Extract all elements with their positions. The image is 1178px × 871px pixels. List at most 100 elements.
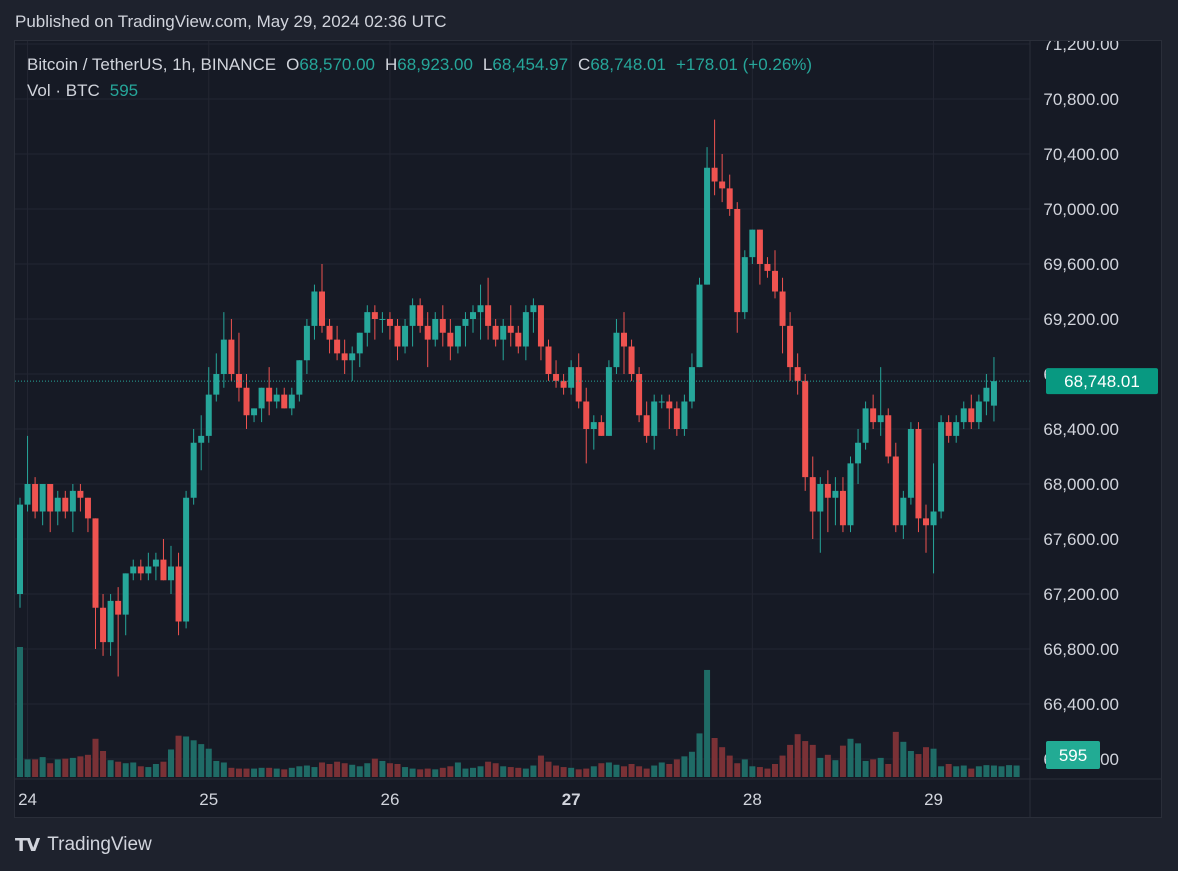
volume-bar <box>568 767 575 777</box>
candle-body <box>107 600 114 643</box>
volume-bar <box>583 768 590 777</box>
volume-bar <box>938 766 945 777</box>
volume-bar <box>107 760 114 777</box>
candle-body <box>470 312 476 319</box>
chart-panel[interactable]: 71,200.00 70,800.00 70,400.00 70,000.00 69,6… <box>14 40 1162 818</box>
x-tick-label: 25 <box>199 790 218 809</box>
symbol-name[interactable]: Bitcoin / TetherUS, 1h, BINANCE <box>27 55 277 74</box>
volume-bar <box>779 755 786 777</box>
x-tick-label: 27 <box>562 790 581 809</box>
candle-body <box>779 291 786 326</box>
volume-tag-label: 595 <box>1059 746 1087 765</box>
volume-bar <box>394 764 401 777</box>
volume-bar <box>17 647 23 777</box>
y-tick-label: 71,200.00 <box>1043 41 1119 54</box>
candle-body <box>809 477 816 512</box>
volume-bar <box>485 761 492 777</box>
candle-body <box>756 229 763 264</box>
volume-bar <box>379 760 386 777</box>
volume-tag <box>1046 741 1100 769</box>
y-tick-label: 68,400.00 <box>1043 420 1119 439</box>
candle-body <box>802 380 809 478</box>
volume-bar <box>100 751 107 777</box>
candle-body <box>877 415 884 423</box>
volume-bar <box>198 744 205 777</box>
candle-body <box>628 346 635 374</box>
volume-bar <box>907 751 914 777</box>
high-label: H <box>385 55 398 74</box>
candle-body <box>681 401 688 429</box>
candle-body <box>839 490 846 526</box>
candle-body <box>870 408 877 423</box>
volume-bar <box>92 738 99 777</box>
candle-body <box>334 339 341 354</box>
y-tick-label: 68,000.00 <box>1043 475 1119 494</box>
volume-bar <box>877 757 884 777</box>
candle-body <box>160 559 167 581</box>
candle-body <box>945 422 952 436</box>
volume-bar <box>673 759 680 777</box>
volume-bar <box>666 764 673 777</box>
candle-body <box>643 415 650 436</box>
volume-bar <box>613 764 620 777</box>
candle-body <box>341 353 348 361</box>
y-tick-label: 69,600.00 <box>1043 255 1119 274</box>
volume-bar <box>326 764 333 777</box>
volume-bar <box>537 755 544 777</box>
volume-bar <box>402 767 409 777</box>
y-tick-label: 66,400.00 <box>1043 695 1119 714</box>
candle-body <box>953 422 960 436</box>
y-tick-label: 70,800.00 <box>1043 90 1119 109</box>
volume-bar <box>990 765 997 777</box>
volume-bar <box>477 766 484 777</box>
candle-body <box>137 566 144 574</box>
open-label: O <box>286 55 300 74</box>
candle-body <box>862 408 869 443</box>
volume-bar <box>32 759 39 777</box>
volume-bar <box>787 744 794 777</box>
candle-body <box>100 607 107 643</box>
candle-body <box>930 511 937 526</box>
volume-bar <box>220 762 227 777</box>
open-value: 68,570.00 <box>299 55 375 74</box>
candle-body <box>266 387 273 402</box>
volume-bar <box>749 766 756 777</box>
candle-body <box>477 305 484 313</box>
volume-bar <box>288 767 295 777</box>
candle-body <box>228 339 235 374</box>
close-value: 68,748.01 <box>590 55 666 74</box>
footer-brand[interactable]: 𝗧𝗩 TradingView <box>15 834 152 856</box>
y-tick-label: 66,800.00 <box>1043 640 1119 659</box>
y-tick-label: 67,600.00 <box>1043 530 1119 549</box>
candle-body <box>651 401 658 436</box>
candle-body <box>130 566 137 574</box>
volume-bar <box>832 760 839 777</box>
volume-bar <box>862 760 869 777</box>
volume-bar <box>500 766 507 777</box>
candle-body <box>17 504 23 594</box>
candle-body <box>152 559 159 567</box>
candle-body <box>688 367 695 402</box>
volume-bar <box>54 759 61 777</box>
volume-bar <box>681 756 688 777</box>
candle-body <box>553 374 560 381</box>
volume-bar <box>515 767 522 777</box>
volume-label[interactable]: Vol · BTC <box>27 81 100 100</box>
candle-body <box>885 415 892 457</box>
volume-bar <box>24 759 31 777</box>
volume-bar <box>711 738 718 777</box>
volume-bar <box>892 731 899 777</box>
volume-bar <box>855 743 862 777</box>
candle-body <box>243 387 250 416</box>
candlestick-chart[interactable]: 71,200.00 70,800.00 70,400.00 70,000.00 69,6… <box>15 41 1161 817</box>
candle-body <box>303 325 310 361</box>
published-caption: Published on TradingView.com, May 29, 20… <box>15 12 447 31</box>
volume-bar <box>462 768 469 777</box>
volume-bar <box>621 766 627 777</box>
volume-bar <box>598 763 605 777</box>
volume-bar <box>364 763 371 777</box>
volume-bar <box>704 669 711 777</box>
candle-body <box>787 325 794 368</box>
x-tick-label: 26 <box>380 790 399 809</box>
candle-body <box>666 401 673 409</box>
